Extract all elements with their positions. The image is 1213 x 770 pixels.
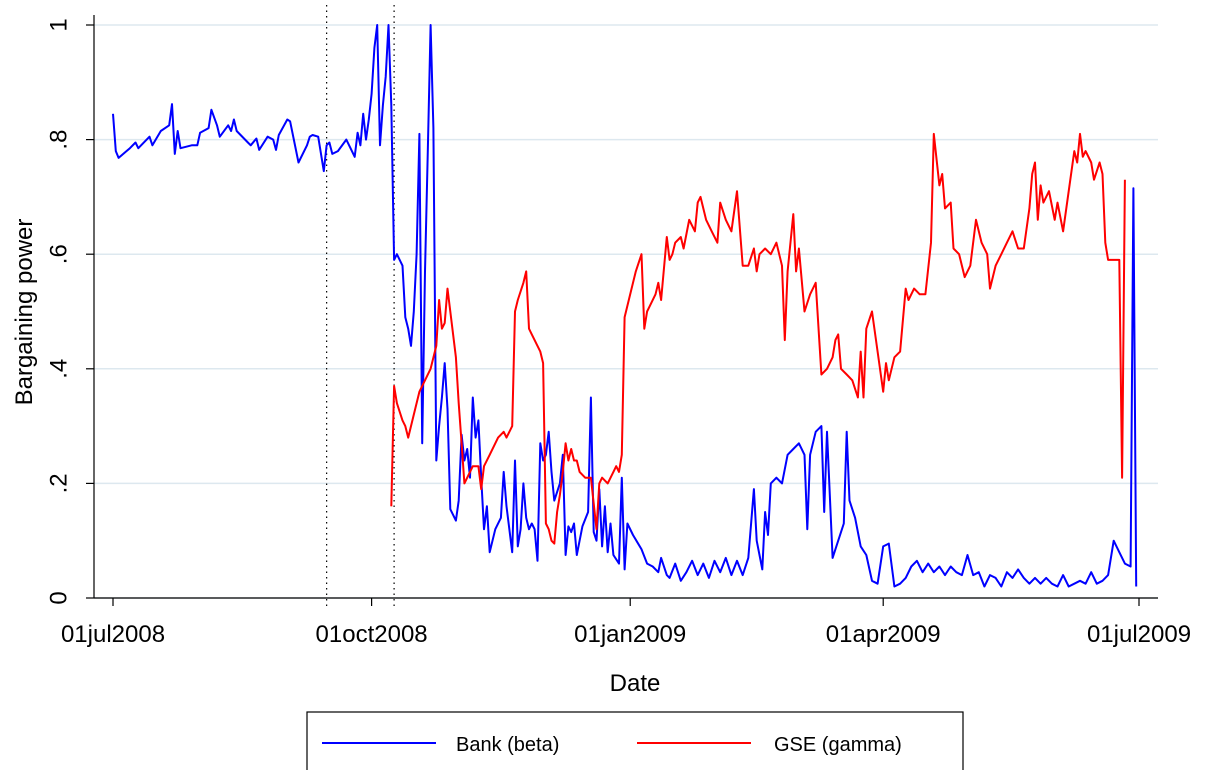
x-tick-labels: 01jul2008 01oct2008 01jan2009 01apr2009 01ju… (61, 621, 1191, 648)
y-axis-label: Bargaining power (11, 219, 38, 406)
x-axis-label: Date (610, 670, 661, 697)
y-tick-labels: 0 .2 .4 .6 .8 1 (45, 18, 72, 604)
legend-box (306, 711, 964, 770)
y-tick-label: 1 (45, 18, 72, 31)
y-tick-label: .8 (45, 130, 72, 150)
legend-label-bank: Bank (beta) (456, 734, 559, 756)
axes (86, 15, 1158, 606)
legend-label-gse: GSE (gamma) (774, 734, 902, 756)
y-tick-label: .6 (45, 244, 72, 264)
y-tick-label: .4 (45, 359, 72, 379)
x-tick-label: 01jul2008 (61, 621, 165, 648)
x-tick-label: 01apr2009 (826, 621, 941, 648)
reference-lines (326, 5, 395, 608)
x-tick-label: 01oct2008 (316, 621, 428, 648)
x-tick-label: 01jul2009 (1087, 621, 1191, 648)
legend: Bank (beta) GSE (gamma) (306, 711, 964, 770)
x-tick-label: 01jan2009 (574, 621, 686, 648)
y-tick-label: .2 (45, 473, 72, 493)
y-tick-label: 0 (45, 591, 72, 604)
series-layer (112, 24, 1138, 588)
series-line-bank (112, 24, 1138, 588)
series-line-gse (390, 132, 1126, 545)
